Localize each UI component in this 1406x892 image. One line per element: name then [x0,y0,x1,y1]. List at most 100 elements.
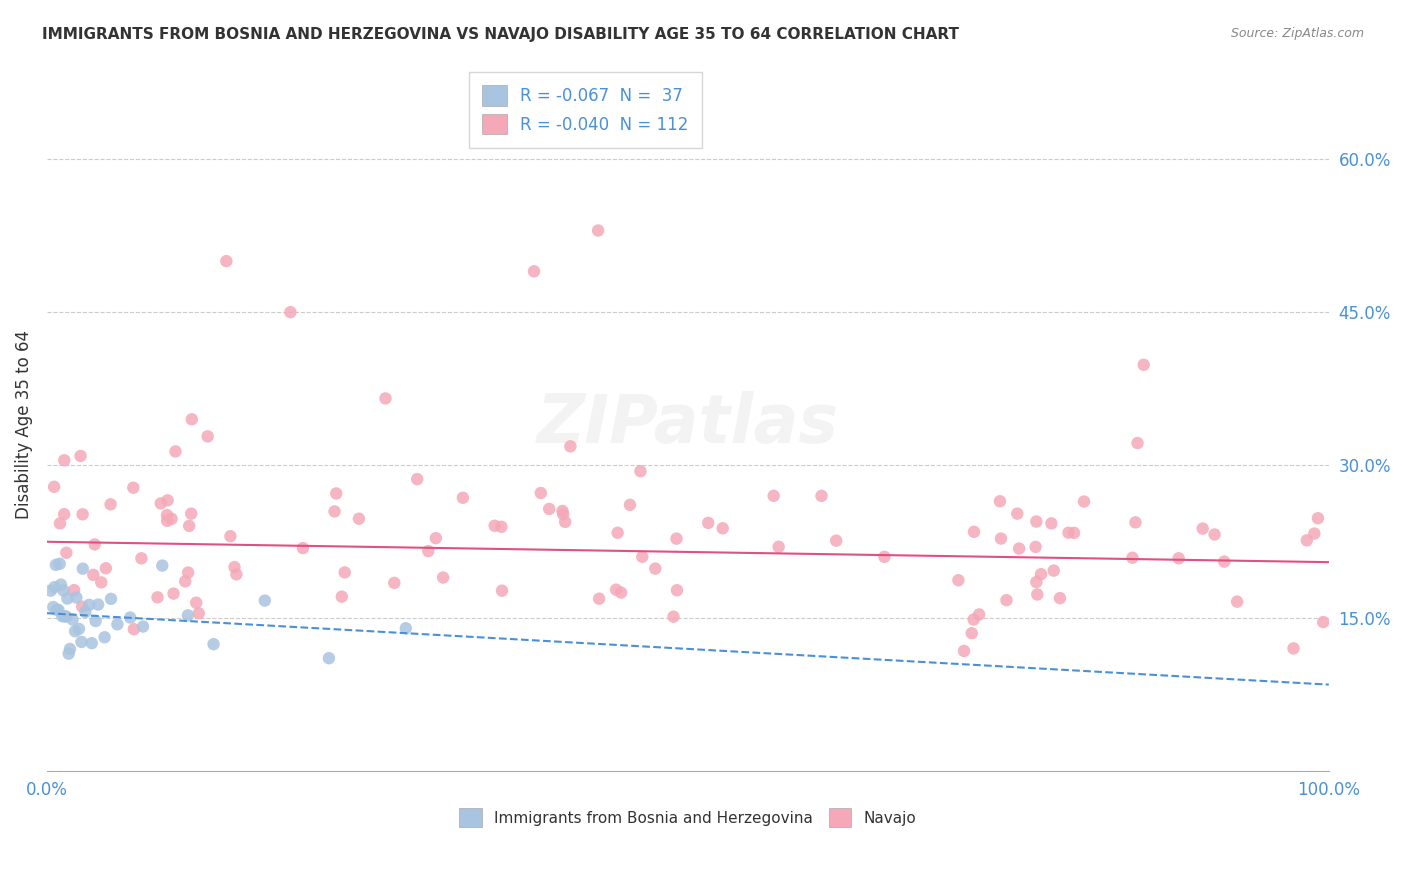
Point [165,444,187,458]
Point [162,586,184,600]
Point [1126,436,1149,450]
Point [530,486,553,500]
Point [215,254,238,268]
Text: ZIPatlas: ZIPatlas [537,392,839,458]
Point [52,583,75,598]
Point [586,223,609,237]
Point [1204,527,1226,541]
Point [94,561,117,575]
Point [51,609,73,624]
Point [491,520,513,534]
Point [960,626,983,640]
Point [1049,591,1071,606]
Point [253,593,276,607]
Point [963,613,986,627]
Point [382,575,405,590]
Point [53,453,76,467]
Point [90,575,112,590]
Point [406,472,429,486]
Point [132,619,155,633]
Point [53,609,76,624]
Point [1025,540,1047,554]
Point [554,515,576,529]
Point [990,532,1012,546]
Point [1026,587,1049,601]
Point [1282,641,1305,656]
Point [619,498,641,512]
Point [1073,494,1095,508]
Point [605,582,627,597]
Point [49,577,72,591]
Point [156,514,179,528]
Point [156,508,179,522]
Point [219,529,242,543]
Point [631,549,654,564]
Point [948,573,970,587]
Point [432,570,454,584]
Point [67,622,90,636]
Point [333,566,356,580]
Point [1226,594,1249,608]
Point [39,583,62,598]
Point [77,598,100,612]
Point [48,603,70,617]
Point [873,549,896,564]
Point [1213,555,1236,569]
Point [84,614,107,628]
Point [179,519,201,533]
Point [80,636,103,650]
Point [187,607,209,621]
Point [606,525,628,540]
Point [395,621,418,635]
Point [963,524,986,539]
Point [150,558,173,573]
Point [42,600,65,615]
Point [62,613,84,627]
Point [967,607,990,622]
Point [82,567,104,582]
Point [122,481,145,495]
Point [551,504,574,518]
Point [63,624,86,639]
Point [55,609,77,624]
Point [491,583,513,598]
Point [149,496,172,510]
Point [202,637,225,651]
Point [662,609,685,624]
Point [523,264,546,278]
Point [1306,511,1329,525]
Point [1121,550,1143,565]
Point [59,642,82,657]
Point [425,531,447,545]
Point [70,635,93,649]
Point [588,591,610,606]
Point [131,551,153,566]
Point [697,516,720,530]
Point [553,508,575,522]
Point [56,591,79,606]
Point [55,546,77,560]
Point [330,590,353,604]
Y-axis label: Disability Age 35 to 64: Disability Age 35 to 64 [15,330,32,519]
Point [224,560,246,574]
Point [560,439,582,453]
Point [100,497,122,511]
Point [644,561,666,575]
Point [1029,567,1052,582]
Point [83,537,105,551]
Point [825,533,848,548]
Point [1007,507,1029,521]
Point [988,494,1011,508]
Point [1312,615,1334,629]
Point [69,449,91,463]
Point [93,630,115,644]
Point [1303,526,1326,541]
Point [347,512,370,526]
Point [49,516,72,531]
Point [1025,515,1047,529]
Point [325,486,347,500]
Point [45,558,67,572]
Point [953,644,976,658]
Point [180,412,202,426]
Point [484,518,506,533]
